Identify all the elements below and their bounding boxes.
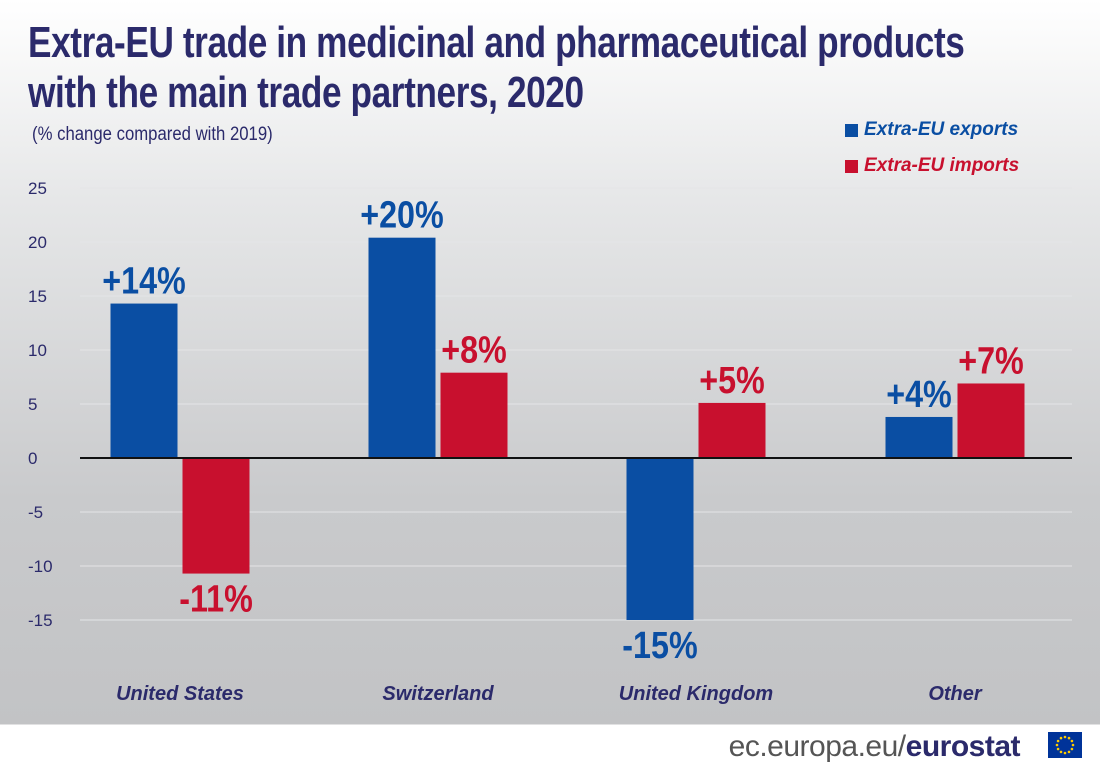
y-tick-label: 0 xyxy=(28,449,37,468)
eu-flag-icon xyxy=(1048,732,1082,758)
category-label: United States xyxy=(116,683,244,705)
bar-exports xyxy=(368,237,436,458)
y-tick-label: 5 xyxy=(28,395,37,414)
legend-swatch-exports xyxy=(845,123,858,137)
legend-item-exports: Extra-EU exports xyxy=(845,112,1019,148)
legend-label-imports: Extra-EU imports xyxy=(864,155,1020,176)
y-tick-label: 10 xyxy=(28,341,47,360)
eu-star-icon xyxy=(1055,743,1059,747)
y-tick-label: 15 xyxy=(28,287,47,306)
eu-star-icon xyxy=(1056,747,1060,751)
y-tick-label: -15 xyxy=(28,611,53,630)
y-tick-label: 20 xyxy=(28,233,47,252)
chart-subtitle: (% change compared with 2019) xyxy=(32,124,273,145)
data-label: +20% xyxy=(360,194,443,236)
data-label: +7% xyxy=(958,340,1024,382)
data-label: +8% xyxy=(441,329,507,371)
eu-star-icon xyxy=(1070,739,1074,743)
title-line-1: Extra-EU trade in medicinal and pharmace… xyxy=(28,18,965,67)
y-tick-label: -5 xyxy=(28,503,43,522)
eu-star-icon xyxy=(1059,750,1063,754)
category-label: United Kingdom xyxy=(619,683,773,705)
y-tick-label: 25 xyxy=(28,179,47,198)
footer-domain: ec.europa.eu/ xyxy=(728,730,906,763)
eu-star-icon xyxy=(1063,751,1067,755)
chart-title: Extra-EU trade in medicinal and pharmace… xyxy=(28,18,965,118)
title-line-2: with the main trade partners, 2020 xyxy=(28,68,584,117)
bar-imports xyxy=(698,402,766,458)
data-label: -11% xyxy=(179,578,253,620)
category-label: Other xyxy=(928,683,983,705)
eu-star-icon xyxy=(1067,750,1071,754)
data-label: +5% xyxy=(699,360,765,402)
bar-imports xyxy=(957,383,1025,458)
eu-star-icon xyxy=(1059,736,1063,740)
y-tick-label: -10 xyxy=(28,557,53,576)
eu-star-icon xyxy=(1071,743,1075,747)
bar-imports xyxy=(440,372,508,458)
eu-star-icon xyxy=(1070,747,1074,751)
footer-brand: eurostat xyxy=(905,730,1021,763)
eu-star-icon xyxy=(1067,736,1071,740)
bar-exports xyxy=(110,303,178,458)
legend: Extra-EU exports Extra-EU imports xyxy=(845,112,1019,184)
legend-label-exports: Extra-EU exports xyxy=(864,119,1019,140)
eu-stars-icon xyxy=(1055,735,1075,755)
eu-star-icon xyxy=(1056,739,1060,743)
data-label: -15% xyxy=(622,625,697,667)
legend-item-imports: Extra-EU imports xyxy=(845,148,1019,184)
category-label: Switzerland xyxy=(382,683,494,705)
data-label: +14% xyxy=(102,260,185,302)
bar-exports xyxy=(626,458,694,620)
eu-star-icon xyxy=(1063,735,1067,739)
data-label: +4% xyxy=(886,374,952,416)
bar-exports xyxy=(885,416,953,458)
bar-imports xyxy=(182,458,250,574)
legend-swatch-imports xyxy=(845,159,858,173)
footer-source[interactable]: ec.europa.eu/eurostat xyxy=(728,730,1021,764)
